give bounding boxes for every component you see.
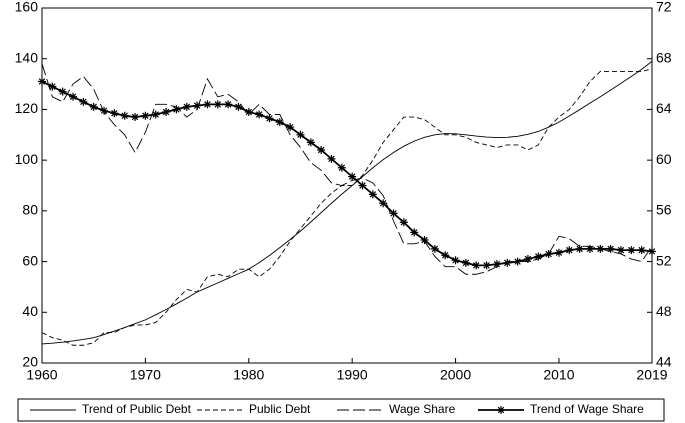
point-marker: [58, 87, 67, 96]
point-marker: [399, 218, 408, 227]
point-marker: [265, 114, 274, 123]
point-marker: [513, 257, 522, 266]
point-marker: [389, 209, 398, 218]
point-marker: [48, 82, 57, 91]
point-marker: [182, 102, 191, 111]
point-marker: [441, 251, 450, 260]
point-marker: [358, 181, 367, 190]
y-tick-label: 120: [15, 100, 39, 116]
point-marker: [534, 252, 543, 261]
point-marker: [213, 100, 222, 109]
point-marker: [38, 77, 46, 86]
point-marker: [286, 123, 295, 132]
point-marker: [337, 163, 346, 172]
point-marker: [482, 261, 491, 270]
y2-tick-label: 56: [656, 202, 672, 218]
y-tick-label: 160: [15, 0, 39, 15]
x-tick-label: 2010: [543, 367, 574, 383]
point-marker: [472, 261, 481, 270]
point-marker: [317, 146, 326, 154]
y-tick-label: 40: [22, 303, 38, 319]
point-marker: [141, 111, 150, 120]
legend: Trend of Public Debt Public Debt Wage Shar…: [17, 398, 665, 422]
point-marker: [451, 256, 460, 265]
series-line: [41, 60, 653, 345]
point-marker: [275, 118, 284, 127]
point-marker: [585, 244, 594, 253]
y2-tick-label: 44: [656, 354, 672, 370]
point-marker: [575, 244, 584, 253]
y-tick-label: 80: [22, 202, 38, 218]
point-marker: [368, 190, 377, 199]
point-marker: [379, 199, 388, 208]
point-marker: [627, 246, 636, 255]
series-line: [41, 63, 653, 275]
point-marker: [120, 111, 129, 120]
point-marker: [461, 258, 470, 267]
point-marker: [410, 228, 419, 237]
point-marker: [503, 258, 512, 267]
point-marker: [203, 100, 212, 109]
legend-label: Wage Share: [389, 402, 456, 416]
point-marker: [162, 107, 171, 116]
y-tick-label: 140: [15, 49, 39, 65]
x-tick-label: 1970: [130, 367, 161, 383]
plot-frame: [41, 7, 653, 364]
point-marker: [110, 109, 119, 118]
point-marker: [523, 255, 532, 264]
point-marker: [172, 105, 181, 114]
point-marker: [224, 100, 233, 109]
y2-tick-label: 64: [656, 100, 672, 116]
point-marker: [430, 244, 439, 253]
point-marker: [193, 101, 202, 110]
point-marker: [306, 138, 315, 147]
y2-tick-label: 68: [656, 49, 672, 65]
y2-tick-label: 72: [656, 0, 672, 15]
series-line: [41, 80, 653, 267]
legend-box: [17, 398, 665, 422]
point-marker: [244, 107, 253, 116]
point-marker: [606, 244, 615, 253]
point-marker: [648, 247, 656, 256]
point-marker: [492, 260, 501, 269]
point-marker: [296, 130, 305, 139]
y-tick-label: 100: [15, 151, 39, 167]
point-marker: [151, 110, 160, 119]
x-tick-label: 1980: [233, 367, 264, 383]
point-marker: [131, 113, 140, 122]
point-marker: [348, 172, 357, 181]
x-tick-label: 1990: [337, 367, 368, 383]
point-marker: [100, 106, 109, 115]
point-marker: [544, 249, 553, 258]
point-marker: [565, 246, 574, 255]
x-tick-label: 2000: [440, 367, 471, 383]
point-marker: [89, 102, 98, 111]
point-marker: [234, 102, 243, 111]
point-marker: [79, 97, 88, 106]
point-marker: [255, 110, 264, 119]
y-tick-label: 20: [22, 354, 38, 370]
point-marker: [420, 236, 429, 245]
point-marker: [327, 154, 336, 163]
point-marker: [554, 248, 563, 257]
y2-tick-label: 52: [656, 252, 672, 268]
point-marker: [616, 246, 625, 255]
series-line: [41, 68, 653, 346]
x-tick-label: 2019: [636, 367, 667, 383]
point-marker: [637, 246, 646, 255]
point-marker: [69, 92, 78, 101]
legend-marker: [497, 406, 505, 414]
legend-label: Public Debt: [249, 402, 311, 416]
legend-label: Trend of Public Debt: [82, 402, 192, 416]
legend-label: Trend of Wage Share: [530, 402, 644, 416]
point-marker: [596, 244, 605, 253]
y2-tick-label: 48: [656, 303, 672, 319]
x-tick-label: 1960: [26, 367, 57, 383]
y2-tick-label: 60: [656, 151, 672, 167]
y-tick-label: 60: [22, 252, 38, 268]
